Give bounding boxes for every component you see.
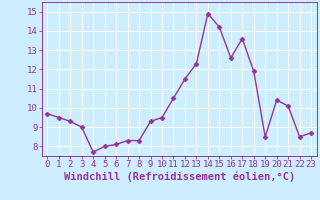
X-axis label: Windchill (Refroidissement éolien,°C): Windchill (Refroidissement éolien,°C) <box>64 172 295 182</box>
